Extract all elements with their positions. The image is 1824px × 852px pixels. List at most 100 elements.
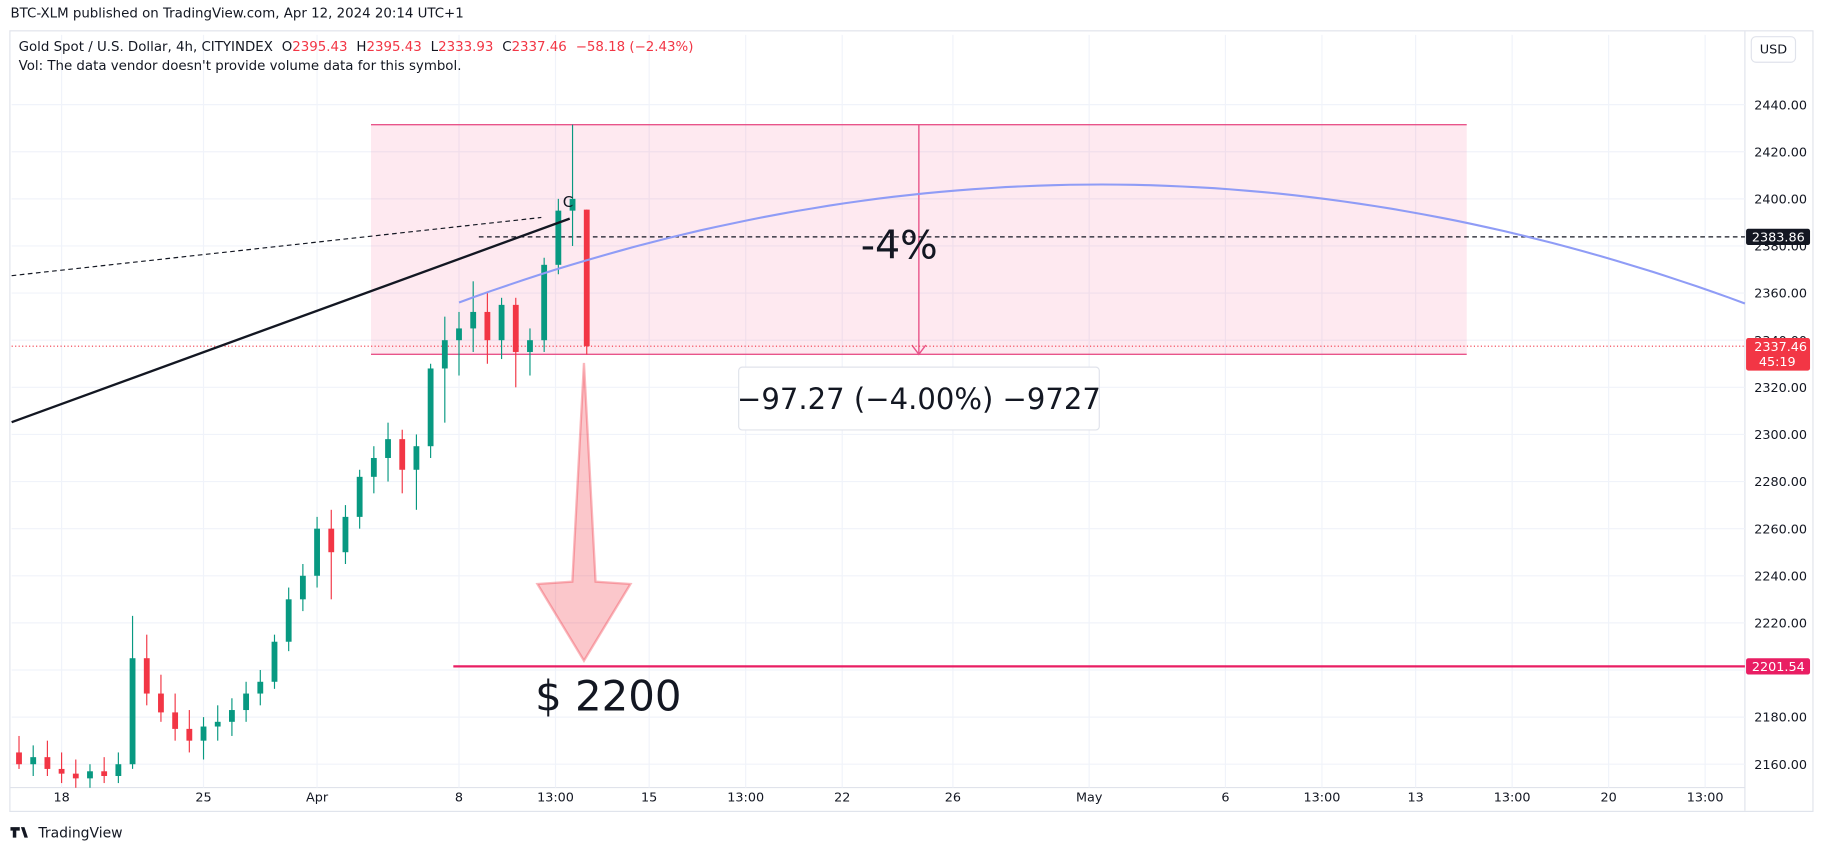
pattern-label: C bbox=[563, 193, 574, 211]
candle-body bbox=[214, 721, 221, 727]
price-tag bbox=[1746, 658, 1811, 675]
candle-body bbox=[30, 757, 37, 765]
candle-body bbox=[441, 340, 448, 369]
candle-body bbox=[527, 340, 533, 352]
candle-body bbox=[129, 658, 136, 765]
x-tick-label: 22 bbox=[834, 791, 850, 806]
panel-frame bbox=[9, 30, 1814, 812]
candle-body bbox=[555, 210, 562, 265]
y-tick-label: 2400.00 bbox=[1754, 193, 1807, 208]
candle-body bbox=[470, 311, 477, 329]
price-tag-label: 2337.46 bbox=[1754, 340, 1807, 355]
dashed-trend bbox=[11, 216, 542, 277]
y-tick-label: 2440.00 bbox=[1754, 98, 1807, 113]
candle-body bbox=[229, 710, 235, 722]
x-tick-label: May bbox=[1076, 791, 1103, 806]
candle-body bbox=[16, 752, 22, 765]
candle-body bbox=[385, 439, 391, 458]
price-tag-label: 2383.86 bbox=[1752, 231, 1805, 246]
x-tick-label: 13:00 bbox=[1304, 791, 1341, 806]
currency-button[interactable] bbox=[1750, 36, 1797, 63]
ohlc-label: H bbox=[356, 40, 366, 55]
ohlc-value: 2333.93 bbox=[438, 40, 493, 55]
candle-body bbox=[356, 476, 363, 517]
plot: -4% bbox=[11, 123, 1745, 788]
currency[interactable]: USD bbox=[1760, 43, 1787, 58]
price-tag-label: 2201.54 bbox=[1752, 660, 1805, 675]
candle-body bbox=[172, 712, 179, 729]
change: −58.18 (−2.43%) bbox=[576, 40, 694, 55]
candle-body bbox=[342, 516, 349, 553]
candle-body bbox=[498, 304, 505, 341]
symbol-line: Gold Spot / U.S. Dollar, 4h, CITYINDEX O… bbox=[19, 40, 694, 55]
arc bbox=[458, 183, 1746, 305]
x-tick-label: 15 bbox=[641, 791, 657, 806]
y-tick-label: 2320.00 bbox=[1754, 381, 1807, 396]
measure-box bbox=[738, 366, 1100, 431]
symbol-title: Gold Spot / U.S. Dollar, 4h, CITYINDEX bbox=[19, 40, 273, 55]
ohlc-value: 2337.46 bbox=[512, 40, 567, 55]
y-tick-label: 2360.00 bbox=[1754, 287, 1807, 302]
countdown: 45:19 bbox=[1759, 355, 1796, 370]
x-tick-label: 13:00 bbox=[727, 791, 764, 806]
candle-body bbox=[44, 757, 51, 769]
candle-body bbox=[370, 457, 377, 477]
x-tick-label: 25 bbox=[195, 791, 211, 806]
x-tick-label: 20 bbox=[1601, 791, 1617, 806]
ohlc-value: 2395.43 bbox=[292, 40, 347, 55]
candle-body bbox=[58, 768, 65, 774]
ohlc-label: L bbox=[431, 40, 439, 55]
trend-line bbox=[11, 217, 571, 424]
y-tick-label: 2240.00 bbox=[1754, 569, 1807, 584]
y-tick-label: 2420.00 bbox=[1754, 145, 1807, 160]
target-label: $ 2200 bbox=[535, 672, 681, 721]
candle-body bbox=[87, 771, 93, 779]
footer: TradingView bbox=[37, 826, 122, 842]
x-tick-label: 8 bbox=[455, 791, 463, 806]
down-arrow bbox=[535, 362, 633, 663]
y-tick-label: 2180.00 bbox=[1754, 711, 1807, 726]
x-tick-label: 13:00 bbox=[537, 791, 574, 806]
drawings: C $ 2200 −97.27 (−4.00%) −9727 bbox=[11, 183, 1746, 721]
candle-body bbox=[541, 264, 548, 341]
candle-body bbox=[158, 693, 164, 713]
candle-body bbox=[413, 446, 420, 470]
candle-body bbox=[512, 304, 519, 352]
range-arrow-head bbox=[911, 344, 927, 356]
published-line: BTC-XLM published on TradingView.com, Ap… bbox=[10, 6, 463, 21]
x-tick-label: 26 bbox=[945, 791, 961, 806]
candle-body bbox=[484, 311, 491, 341]
ohlc-value: 2395.43 bbox=[366, 40, 421, 55]
range-label: -4% bbox=[861, 222, 938, 268]
candle-body bbox=[101, 771, 108, 777]
candle-body bbox=[72, 773, 79, 779]
candle-body bbox=[328, 528, 335, 553]
candle-body bbox=[285, 599, 292, 642]
candle-body bbox=[569, 198, 576, 211]
x-tick-label: 13:00 bbox=[1494, 791, 1531, 806]
candle-body bbox=[399, 439, 406, 470]
y-tick-label: 2280.00 bbox=[1754, 475, 1807, 490]
volume-note: Vol: The data vendor doesn't provide vol… bbox=[19, 59, 462, 74]
candle-body bbox=[243, 693, 250, 711]
candle-body bbox=[299, 575, 306, 600]
x-tick-label: 6 bbox=[1221, 791, 1229, 806]
candle-body bbox=[583, 209, 590, 347]
x-tick-label: 13 bbox=[1407, 791, 1423, 806]
x-tick-label: 18 bbox=[53, 791, 69, 806]
ohlc-label: C bbox=[502, 40, 511, 55]
y-tick-label: 2300.00 bbox=[1754, 428, 1807, 443]
price-tag bbox=[1746, 338, 1811, 371]
candle-body bbox=[456, 328, 462, 341]
measure-label: −97.27 (−4.00%) −9727 bbox=[737, 382, 1101, 416]
candle-body bbox=[186, 728, 193, 741]
candle-body bbox=[115, 764, 122, 777]
candle-body bbox=[143, 658, 150, 694]
y-tick-label: 2160.00 bbox=[1754, 758, 1807, 773]
y-tick-label: 2260.00 bbox=[1754, 522, 1807, 537]
candle-body bbox=[427, 368, 434, 447]
price-tag bbox=[1746, 228, 1811, 246]
x-tick-label: 13:00 bbox=[1687, 791, 1724, 806]
